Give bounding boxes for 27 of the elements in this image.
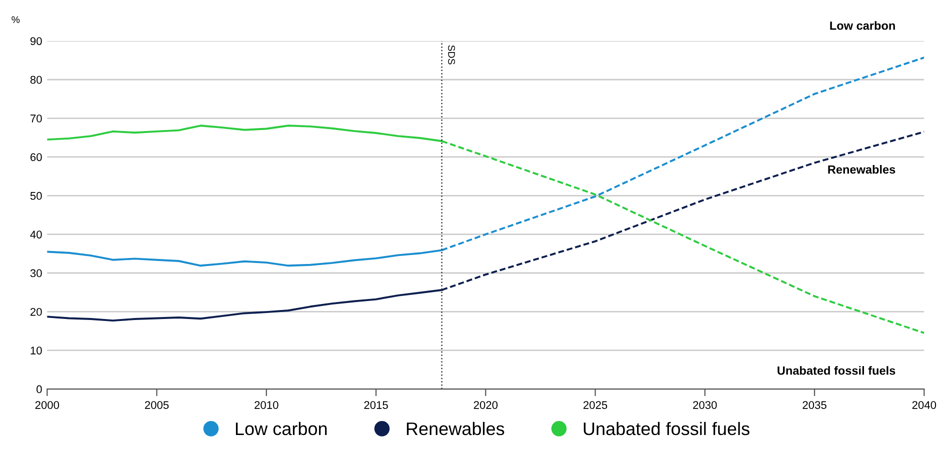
y-tick-label: 20 <box>30 308 42 316</box>
legend-label: Unabated fossil fuels <box>584 422 750 436</box>
x-tick-label: 2025 <box>583 401 608 409</box>
x-tick-label: 2030 <box>693 401 717 409</box>
x-tick-label: 2000 <box>35 401 60 409</box>
x-tick-label: 2035 <box>802 401 826 409</box>
y-tick-label: 80 <box>30 76 42 84</box>
text: Low carbon <box>830 21 895 30</box>
legend-label: Low carbon <box>236 422 327 436</box>
y-tick-label: 60 <box>30 153 42 162</box>
ref-line-label: SDS <box>448 45 455 64</box>
y-tick-label: 50 <box>30 192 42 200</box>
legend-label: Renewables <box>406 422 504 436</box>
x-tick-label: 2020 <box>474 401 498 409</box>
x-tick-label: 2015 <box>364 401 388 409</box>
y-tick-label: 30 <box>30 269 42 278</box>
annotation: Renewables <box>828 165 896 174</box>
y-tick-label: 90 <box>30 37 42 46</box>
y-tick-label: 40 <box>30 230 42 238</box>
y-tick-label: 0 <box>36 385 42 394</box>
x-tick-label: 2005 <box>144 401 169 409</box>
y-tick-label: 10 <box>30 346 42 354</box>
x-tick-label: 2010 <box>254 401 278 409</box>
y-tick-label: 70 <box>30 114 42 122</box>
annotation: Unabated fossil fuels <box>778 366 896 375</box>
y-axis-title: % <box>12 16 20 24</box>
x-tick-label: 2040 <box>912 401 936 409</box>
